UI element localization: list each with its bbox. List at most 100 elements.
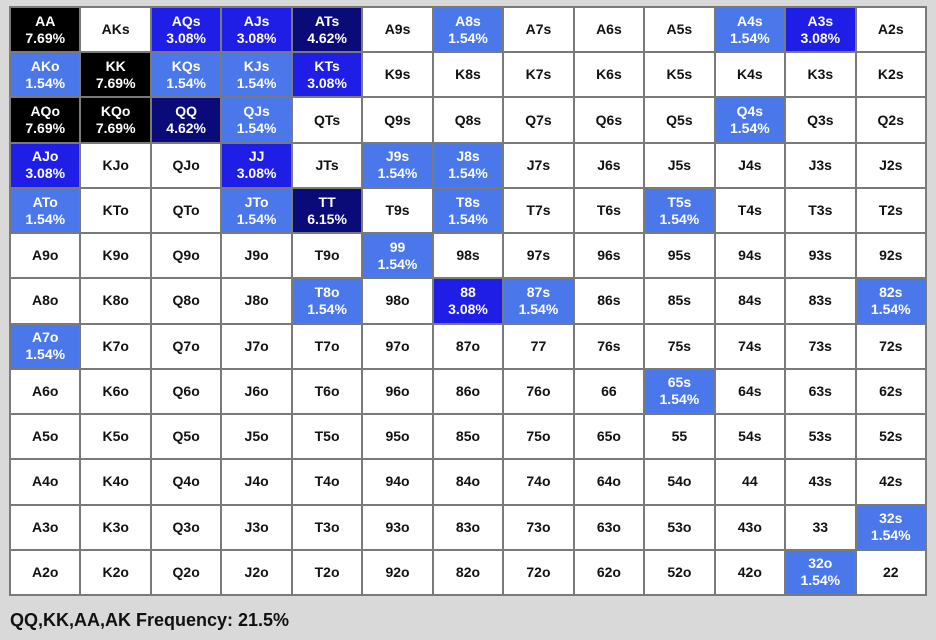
hand-cell-a3o[interactable]: A3o [11, 505, 80, 549]
hand-cell-k7o[interactable]: K7o [81, 324, 150, 368]
hand-cell-83s[interactable]: 83s [786, 279, 855, 323]
hand-cell-64s[interactable]: 64s [715, 369, 785, 414]
hand-cell-85o[interactable]: 85o [433, 415, 503, 459]
hand-cell-53s[interactable]: 53s [786, 415, 855, 459]
hand-cell-jts[interactable]: JTs [292, 143, 362, 187]
hand-cell-kto[interactable]: KTo [81, 188, 150, 233]
hand-cell-qto[interactable]: QTo [151, 188, 221, 233]
hand-cell-a9o[interactable]: A9o [11, 234, 80, 278]
hand-cell-42o[interactable]: 42o [715, 550, 785, 594]
hand-cell-ako[interactable]: AKo 1.54% [11, 53, 80, 97]
hand-cell-98s[interactable]: 98s [433, 234, 503, 278]
hand-cell-82o[interactable]: 82o [433, 550, 503, 594]
hand-cell-77[interactable]: 77 [504, 324, 573, 368]
hand-cell-j4o[interactable]: J4o [222, 460, 291, 504]
hand-cell-84s[interactable]: 84s [715, 279, 785, 323]
hand-cell-96o[interactable]: 96o [363, 369, 432, 414]
hand-cell-k9o[interactable]: K9o [81, 234, 150, 278]
hand-cell-j4s[interactable]: J4s [715, 143, 785, 187]
hand-cell-32s[interactable]: 32s 1.54% [856, 505, 925, 549]
hand-cell-q3o[interactable]: Q3o [151, 505, 221, 549]
hand-cell-a4o[interactable]: A4o [11, 460, 80, 504]
hand-cell-tt[interactable]: TT 6.15% [292, 188, 362, 233]
hand-cell-75o[interactable]: 75o [504, 415, 573, 459]
hand-cell-q4o[interactable]: Q4o [151, 460, 221, 504]
hand-cell-t3o[interactable]: T3o [292, 505, 362, 549]
hand-cell-k8s[interactable]: K8s [433, 53, 503, 97]
hand-cell-k6s[interactable]: K6s [574, 53, 644, 97]
hand-cell-t2s[interactable]: T2s [856, 188, 925, 233]
hand-cell-73s[interactable]: 73s [786, 324, 855, 368]
hand-cell-q2s[interactable]: Q2s [856, 98, 925, 142]
hand-cell-a2o[interactable]: A2o [11, 550, 80, 594]
hand-cell-43o[interactable]: 43o [715, 505, 785, 549]
hand-cell-t8o[interactable]: T8o 1.54% [292, 279, 362, 323]
hand-cell-92s[interactable]: 92s [856, 234, 925, 278]
hand-cell-76o[interactable]: 76o [504, 369, 573, 414]
hand-cell-62o[interactable]: 62o [574, 550, 644, 594]
hand-cell-t7o[interactable]: T7o [292, 324, 362, 368]
hand-cell-a8o[interactable]: A8o [11, 279, 80, 323]
hand-cell-aqo[interactable]: AQo 7.69% [11, 98, 80, 142]
hand-cell-44[interactable]: 44 [715, 460, 785, 504]
hand-cell-j3o[interactable]: J3o [222, 505, 291, 549]
hand-cell-a3s[interactable]: A3s 3.08% [786, 8, 855, 52]
hand-cell-ato[interactable]: ATo 1.54% [11, 188, 80, 233]
hand-cell-94o[interactable]: 94o [363, 460, 432, 504]
hand-cell-qq[interactable]: QQ 4.62% [151, 98, 221, 142]
hand-cell-j7o[interactable]: J7o [222, 324, 291, 368]
hand-cell-q5s[interactable]: Q5s [645, 98, 714, 142]
hand-cell-a5s[interactable]: A5s [645, 8, 714, 52]
hand-cell-k3s[interactable]: K3s [786, 53, 855, 97]
hand-cell-aa[interactable]: AA 7.69% [11, 8, 80, 52]
hand-cell-t5o[interactable]: T5o [292, 415, 362, 459]
hand-cell-q9s[interactable]: Q9s [363, 98, 432, 142]
hand-cell-42s[interactable]: 42s [856, 460, 925, 504]
hand-cell-q5o[interactable]: Q5o [151, 415, 221, 459]
hand-cell-72o[interactable]: 72o [504, 550, 573, 594]
hand-cell-33[interactable]: 33 [786, 505, 855, 549]
hand-cell-q8o[interactable]: Q8o [151, 279, 221, 323]
hand-cell-k5s[interactable]: K5s [645, 53, 714, 97]
hand-cell-72s[interactable]: 72s [856, 324, 925, 368]
hand-cell-ajo[interactable]: AJo 3.08% [11, 143, 80, 187]
hand-cell-k7s[interactable]: K7s [504, 53, 573, 97]
hand-cell-j8o[interactable]: J8o [222, 279, 291, 323]
hand-cell-87o[interactable]: 87o [433, 324, 503, 368]
hand-cell-t4s[interactable]: T4s [715, 188, 785, 233]
hand-cell-t3s[interactable]: T3s [786, 188, 855, 233]
hand-cell-96s[interactable]: 96s [574, 234, 644, 278]
hand-cell-q7s[interactable]: Q7s [504, 98, 573, 142]
hand-cell-93o[interactable]: 93o [363, 505, 432, 549]
hand-cell-q8s[interactable]: Q8s [433, 98, 503, 142]
hand-cell-qts[interactable]: QTs [292, 98, 362, 142]
hand-cell-74s[interactable]: 74s [715, 324, 785, 368]
hand-cell-75s[interactable]: 75s [645, 324, 714, 368]
hand-cell-88[interactable]: 88 3.08% [433, 279, 503, 323]
hand-cell-a5o[interactable]: A5o [11, 415, 80, 459]
hand-cell-62s[interactable]: 62s [856, 369, 925, 414]
hand-cell-j3s[interactable]: J3s [786, 143, 855, 187]
hand-cell-k2o[interactable]: K2o [81, 550, 150, 594]
hand-cell-84o[interactable]: 84o [433, 460, 503, 504]
hand-cell-83o[interactable]: 83o [433, 505, 503, 549]
hand-cell-q7o[interactable]: Q7o [151, 324, 221, 368]
hand-cell-j6o[interactable]: J6o [222, 369, 291, 414]
hand-cell-94s[interactable]: 94s [715, 234, 785, 278]
hand-cell-aks[interactable]: AKs [81, 8, 150, 52]
hand-cell-65o[interactable]: 65o [574, 415, 644, 459]
hand-cell-a4s[interactable]: A4s 1.54% [715, 8, 785, 52]
hand-cell-98o[interactable]: 98o [363, 279, 432, 323]
hand-cell-63s[interactable]: 63s [786, 369, 855, 414]
hand-cell-k3o[interactable]: K3o [81, 505, 150, 549]
hand-cell-a7s[interactable]: A7s [504, 8, 573, 52]
hand-cell-a6o[interactable]: A6o [11, 369, 80, 414]
hand-cell-a2s[interactable]: A2s [856, 8, 925, 52]
hand-cell-86s[interactable]: 86s [574, 279, 644, 323]
hand-cell-j5o[interactable]: J5o [222, 415, 291, 459]
hand-cell-t6o[interactable]: T6o [292, 369, 362, 414]
hand-cell-53o[interactable]: 53o [645, 505, 714, 549]
hand-cell-j9s[interactable]: J9s 1.54% [363, 143, 432, 187]
hand-cell-99[interactable]: 99 1.54% [363, 234, 432, 278]
hand-cell-q3s[interactable]: Q3s [786, 98, 855, 142]
